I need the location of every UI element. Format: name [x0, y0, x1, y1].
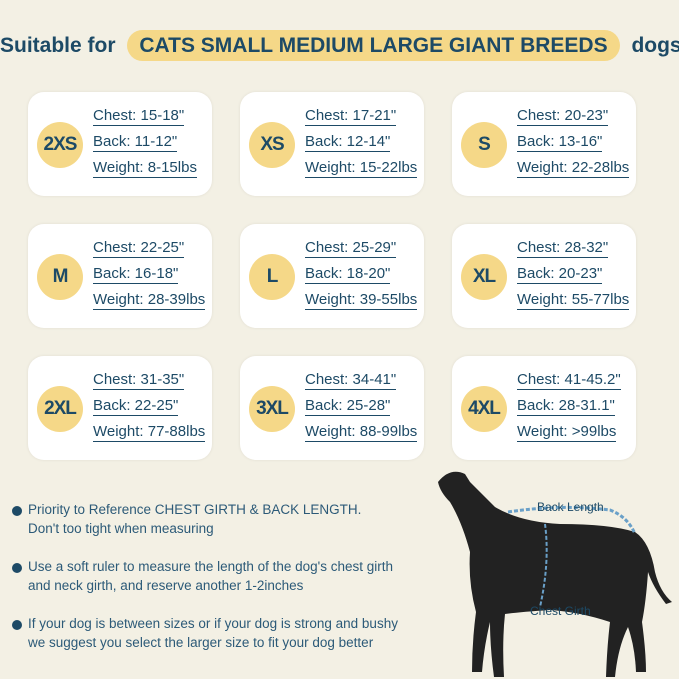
size-badge: XL	[461, 254, 507, 300]
chest-measure: Chest: 22-25"	[93, 239, 185, 258]
tip-line: Use a soft ruler to measure the length o…	[28, 559, 394, 574]
back-measure: Back: 28-31.1"	[517, 397, 615, 416]
weight-measure: Weight: >99lbs	[517, 423, 617, 442]
size-card: 4XL Chest: 41-45.2" Back: 28-31.1" Weigh…	[452, 356, 636, 460]
tip-item: Use a soft ruler to measure the length o…	[12, 557, 394, 595]
weight-measure: Weight: 22-28lbs	[517, 159, 630, 178]
chest-girth-label: Chest Girth	[530, 604, 591, 618]
size-badge: 2XL	[37, 386, 83, 432]
weight-measure: Weight: 39-55lbs	[305, 291, 418, 310]
tip-line: we suggest you select the larger size to…	[28, 635, 374, 650]
header-suffix: dogs	[631, 34, 679, 57]
size-badge: M	[37, 254, 83, 300]
tip-line: and neck girth, and reserve another 1-2i…	[28, 578, 304, 593]
weight-measure: Weight: 8-15lbs	[93, 159, 197, 178]
size-card: XS Chest: 17-21" Back: 12-14" Weight: 15…	[240, 92, 424, 196]
chest-measure: Chest: 28-32"	[517, 239, 609, 258]
size-card: S Chest: 20-23" Back: 13-16" Weight: 22-…	[452, 92, 636, 196]
chest-measure: Chest: 41-45.2"	[517, 371, 621, 390]
bullet-icon	[12, 506, 22, 516]
size-badge: XS	[249, 122, 295, 168]
weight-measure: Weight: 15-22lbs	[305, 159, 418, 178]
dog-illustration	[438, 471, 672, 677]
size-badge: L	[249, 254, 295, 300]
weight-measure: Weight: 88-99lbs	[305, 423, 418, 442]
back-measure: Back: 13-16"	[517, 133, 603, 152]
tip-item: Priority to Reference CHEST GIRTH & BACK…	[12, 500, 362, 538]
size-card: M Chest: 22-25" Back: 16-18" Weight: 28-…	[28, 224, 212, 328]
weight-measure: Weight: 77-88lbs	[93, 423, 206, 442]
size-badge: 3XL	[249, 386, 295, 432]
back-measure: Back: 25-28"	[305, 397, 391, 416]
size-badge: 2XS	[37, 122, 83, 168]
back-measure: Back: 11-12"	[93, 133, 178, 152]
chest-measure: Chest: 20-23"	[517, 107, 609, 126]
chest-measure: Chest: 31-35"	[93, 371, 185, 390]
header-prefix: Suitable for	[0, 34, 116, 57]
back-measure: Back: 12-14"	[305, 133, 391, 152]
chest-measure: Chest: 34-41"	[305, 371, 397, 390]
bullet-icon	[12, 620, 22, 630]
size-card: L Chest: 25-29" Back: 18-20" Weight: 39-…	[240, 224, 424, 328]
header-highlight: CATS SMALL MEDIUM LARGE GIANT BREEDS	[127, 30, 620, 61]
size-badge: S	[461, 122, 507, 168]
back-measure: Back: 20-23"	[517, 265, 603, 284]
size-card: 2XL Chest: 31-35" Back: 22-25" Weight: 7…	[28, 356, 212, 460]
header-title: Suitable for CATS SMALL MEDIUM LARGE GIA…	[0, 30, 679, 61]
weight-measure: Weight: 28-39lbs	[93, 291, 206, 310]
back-measure: Back: 16-18"	[93, 265, 179, 284]
chest-measure: Chest: 15-18"	[93, 107, 185, 126]
tip-line: If your dog is between sizes or if your …	[28, 616, 398, 631]
tip-line: Don't too tight when measuring	[28, 521, 214, 536]
bullet-icon	[12, 563, 22, 573]
back-measure: Back: 18-20"	[305, 265, 391, 284]
dog-silhouette	[438, 471, 672, 677]
tip-line: Priority to Reference CHEST GIRTH & BACK…	[28, 502, 362, 517]
size-card: 2XS Chest: 15-18" Back: 11-12" Weight: 8…	[28, 92, 212, 196]
size-card: XL Chest: 28-32" Back: 20-23" Weight: 55…	[452, 224, 636, 328]
weight-measure: Weight: 55-77lbs	[517, 291, 630, 310]
size-badge: 4XL	[461, 386, 507, 432]
chest-measure: Chest: 17-21"	[305, 107, 397, 126]
back-length-label: Back Length	[537, 500, 604, 514]
tip-item: If your dog is between sizes or if your …	[12, 614, 398, 652]
size-card: 3XL Chest: 34-41" Back: 25-28" Weight: 8…	[240, 356, 424, 460]
back-measure: Back: 22-25"	[93, 397, 179, 416]
chest-measure: Chest: 25-29"	[305, 239, 397, 258]
